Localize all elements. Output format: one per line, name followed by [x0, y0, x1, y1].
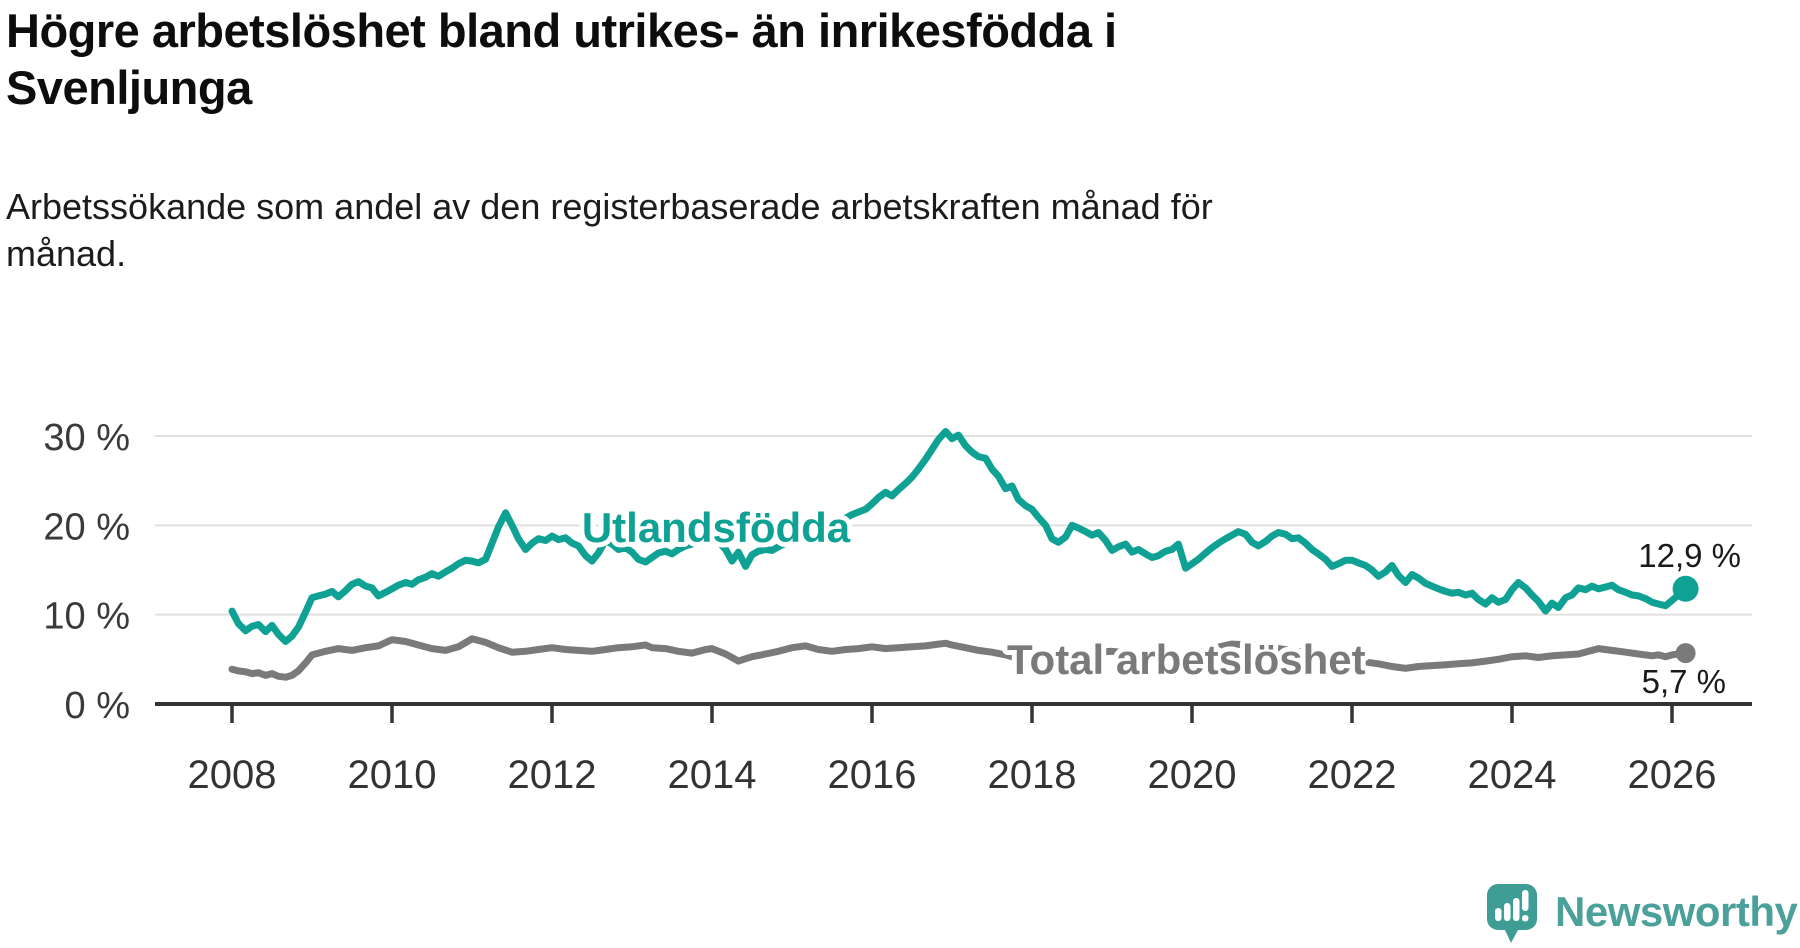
x-axis-tick-label: 2018 [988, 753, 1077, 797]
end-value-label-total: 5,7 % [1642, 663, 1726, 700]
subtitle-line-1: Arbetssökande som andel av den registerb… [6, 186, 1213, 227]
x-axis-tick-label: 2024 [1468, 753, 1557, 797]
title-line-2: Svenljunga [6, 61, 252, 115]
x-axis-tick-label: 2012 [508, 753, 597, 797]
end-dot-total-arbetsloshet [1675, 643, 1696, 664]
logo-exclamation-dot [1522, 915, 1529, 922]
x-axis-tick-label: 2026 [1628, 753, 1717, 797]
subtitle-line-2: månad. [6, 232, 127, 274]
end-value-label-utlandsfodda: 12,9 % [1638, 537, 1741, 574]
page-title: Högre arbetslöshet bland utrikes- än inr… [6, 2, 1406, 117]
x-axis-tick-label: 2022 [1308, 753, 1397, 797]
title-line-1: Högre arbetslöshet bland utrikes- än inr… [6, 4, 1117, 57]
y-axis-tick-label: 10 % [43, 596, 130, 638]
chart-generated-layers: 30 % 20 % 10 % 0 % 2008 2010 2012 2014 2016 2018 2… [43, 417, 1752, 797]
series-line-total-arbetsloshet [228, 635, 1690, 681]
end-dot-utlandsfodda [1672, 575, 1699, 602]
chart-subtitle: Arbetssökande som andel av den registerb… [6, 184, 1506, 278]
series-label-utlandsfodda: Utlandsfödda [582, 504, 851, 551]
y-axis-tick-label: 20 % [43, 506, 130, 548]
y-axis-tick-label: 30 % [43, 417, 130, 459]
x-axis-tick-label: 2010 [348, 753, 437, 797]
newsworthy-logo-text: Newsworthy [1555, 888, 1798, 935]
logo-bar-chart-glyph [1495, 890, 1529, 922]
logo-exclamation-bar [1522, 890, 1529, 911]
newsworthy-logo-icon [1487, 884, 1537, 943]
newsworthy-logo[interactable]: Newsworthy [1486, 883, 1798, 947]
series-line-utlandsfodda [228, 428, 1690, 645]
series-end-dots [1672, 575, 1699, 664]
x-axis-tick-label: 2016 [828, 753, 917, 797]
series-label-total-arbetsloshet: Total arbetslöshet [1007, 636, 1366, 683]
logo-bubble-shape [1487, 884, 1537, 943]
x-axis-tick-label: 2020 [1148, 753, 1237, 797]
y-axis-tick-label: 0 % [65, 685, 130, 727]
x-axis-tick-label: 2014 [668, 753, 757, 797]
x-axis-tick-label: 2008 [188, 753, 277, 797]
